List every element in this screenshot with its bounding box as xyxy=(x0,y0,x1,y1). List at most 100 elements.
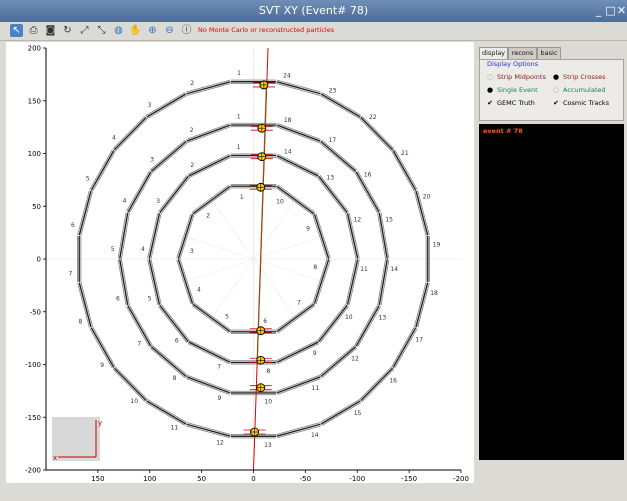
layer-3-sector-8-strip-2 xyxy=(149,347,186,379)
layer-4-sector-16-strip-0 xyxy=(360,367,394,402)
layer-3-sector-9-strip-2 xyxy=(186,378,230,395)
sector-label-4-9: 9 xyxy=(100,362,104,369)
layer-3-sector-3-strip-0 xyxy=(150,140,187,172)
layer-3-sector-5-strip-1 xyxy=(120,213,130,260)
layer-3-sector-16-strip-1 xyxy=(354,172,379,214)
tab-basic[interactable]: basic xyxy=(537,47,561,59)
checkbox-icon[interactable]: ✔ xyxy=(553,99,559,107)
window-title: SVT XY (Event# 78) xyxy=(258,4,369,17)
close-button[interactable]: ✕ xyxy=(616,4,627,17)
layer-3-sector-9-strip-1 xyxy=(187,374,231,392)
layer-3-sector-3-strip-2 xyxy=(149,139,186,171)
zoom-in-icon[interactable]: ⊕ xyxy=(148,25,157,36)
layer-3-sector-13-strip-1 xyxy=(354,304,379,346)
layer-2-sector-6-strip-2 xyxy=(158,306,188,343)
svt-xy-plot[interactable]: 1 2 3 4 5 6 7 8 9 10 1 2 3 4 5 6 7 8 9 10 11 12 13 14 1 2 3 4 5 6 7 8 9 1… xyxy=(6,42,474,483)
layer-4-sector-5-strip-1 xyxy=(92,151,116,192)
radio-icon[interactable]: ● xyxy=(486,86,494,94)
layer-4-sector-4-strip-0 xyxy=(113,116,147,151)
sector-label-4-1: 1 xyxy=(237,70,241,77)
sector-label-2-4: 4 xyxy=(141,246,145,253)
sector-label-1-1: 1 xyxy=(240,194,244,201)
layer-4-sector-15-strip-2 xyxy=(321,402,362,426)
layer-3-sector-12-strip-0 xyxy=(320,346,357,378)
sector-label-3-17: 17 xyxy=(329,137,337,144)
layer-4-sector-23-strip-0 xyxy=(320,93,361,118)
axis-ticks: 200 150 100 50 0 -50 -100 -150 -200 150 100 50 0 -50 -… xyxy=(25,45,469,484)
camera-icon[interactable]: ◙ xyxy=(45,25,56,36)
option-cosmic-tracks[interactable]: ✔ Cosmic Tracks xyxy=(552,98,609,108)
expand-icon[interactable]: ⤢ xyxy=(80,25,89,36)
layer-4-sector-6-strip-0 xyxy=(78,190,92,236)
contract-icon[interactable]: ⤡ xyxy=(97,25,106,36)
sector-label-4-2: 2 xyxy=(190,80,194,87)
y-tick-label-1: 150 xyxy=(28,97,41,105)
option-strip-midpoints[interactable]: ○ Strip Midpoints xyxy=(486,72,546,82)
layer-1-sector-7-strip-1 xyxy=(275,302,314,331)
pointer-icon[interactable]: ↖ xyxy=(10,24,23,37)
layer-3-sector-5-strip-2 xyxy=(117,212,127,259)
layer-2-sector-10-strip-1 xyxy=(317,303,347,341)
checkbox-icon[interactable]: ✔ xyxy=(487,99,493,107)
layer-3-sector-6-strip-0 xyxy=(119,259,129,306)
layer-1-sector-10-strip-1 xyxy=(275,187,314,216)
radio-icon[interactable]: ● xyxy=(552,73,560,81)
option-strip-crosses[interactable]: ● Strip Crosses xyxy=(552,72,606,82)
layer-3-sector-15-strip-1 xyxy=(377,213,387,260)
print-icon[interactable]: ⎙ xyxy=(29,25,38,36)
layer-4-sector-22-strip-0 xyxy=(360,116,394,151)
maximize-button[interactable]: □ xyxy=(605,4,616,17)
option-accumulated[interactable]: ○ Accumulated xyxy=(552,85,606,95)
tab-display[interactable]: display xyxy=(479,47,508,59)
layer-4-sector-9-strip-0 xyxy=(90,327,115,368)
info-icon[interactable]: ⓘ xyxy=(181,25,192,36)
sector-label-3-4: 4 xyxy=(123,198,127,205)
y-tick-label-7: -150 xyxy=(25,414,41,422)
radio-icon[interactable]: ○ xyxy=(552,86,560,94)
layer-4-sector-12-strip-1 xyxy=(186,422,231,435)
sector-label-3-13: 13 xyxy=(379,314,387,321)
x-tick-label-7: -200 xyxy=(453,475,469,483)
tab-recons[interactable]: recons xyxy=(508,47,537,59)
display-options-legend: Display Options xyxy=(487,60,539,68)
refresh-icon[interactable]: ↻ xyxy=(63,25,72,36)
layer-1-sector-8-strip-0 xyxy=(313,259,330,304)
layer-3-sector-18-strip-2 xyxy=(277,123,321,140)
world-icon[interactable]: ◍ xyxy=(114,25,123,36)
sector-label-2-9: 9 xyxy=(313,350,317,357)
sector-label-2-14: 14 xyxy=(284,149,292,156)
layer-3-sector-4-strip-0 xyxy=(127,171,152,213)
sector-label-3-1: 1 xyxy=(237,113,241,120)
sector-label-3-9: 9 xyxy=(217,395,221,402)
y-tick-label-3: 50 xyxy=(32,203,41,211)
layer-3-sector-2-strip-2 xyxy=(186,123,230,140)
layer-3-sector-7-strip-1 xyxy=(128,304,153,346)
sector-label-2-3: 3 xyxy=(156,198,160,205)
layer-2-sector-2-strip-2 xyxy=(187,153,230,175)
sector-label-1-8: 8 xyxy=(313,264,317,271)
layer-1-sector-10-strip-2 xyxy=(277,184,316,213)
minimize-button[interactable]: _ xyxy=(595,4,602,17)
layer-2-sector-14-strip-0 xyxy=(276,155,319,177)
sector-label-2-7: 7 xyxy=(217,363,221,370)
layer-1-sector-3-strip-0 xyxy=(177,214,194,259)
zoom-out-icon[interactable]: ⊖ xyxy=(165,25,174,36)
layer-4-sector-8-strip-2 xyxy=(77,282,90,328)
option-single-event[interactable]: ● Single Event xyxy=(486,85,538,95)
sector-label-2-5: 5 xyxy=(148,296,152,303)
sector-label-4-6: 6 xyxy=(71,222,75,229)
sector-label-4-19: 19 xyxy=(433,241,441,248)
radio-icon[interactable]: ○ xyxy=(486,73,494,81)
option-gemc-truth[interactable]: ✔ GEMC Truth xyxy=(486,98,535,108)
layer-3-sector-17-strip-2 xyxy=(321,139,358,171)
sector-label-2-8: 8 xyxy=(266,368,270,375)
window-titlebar: SVT XY (Event# 78) _ □ ✕ xyxy=(0,0,627,22)
x-tick-label-6: -150 xyxy=(401,475,417,483)
pan-hand-icon[interactable]: ✋ xyxy=(129,25,142,36)
layer-4-sector-14-strip-2 xyxy=(277,425,321,439)
layer-2-sector-14-strip-2 xyxy=(277,153,320,175)
layer-2-sector-9-strip-0 xyxy=(276,341,319,363)
layer-4-sector-11-strip-0 xyxy=(146,400,187,425)
option-label: Accumulated xyxy=(563,86,606,94)
